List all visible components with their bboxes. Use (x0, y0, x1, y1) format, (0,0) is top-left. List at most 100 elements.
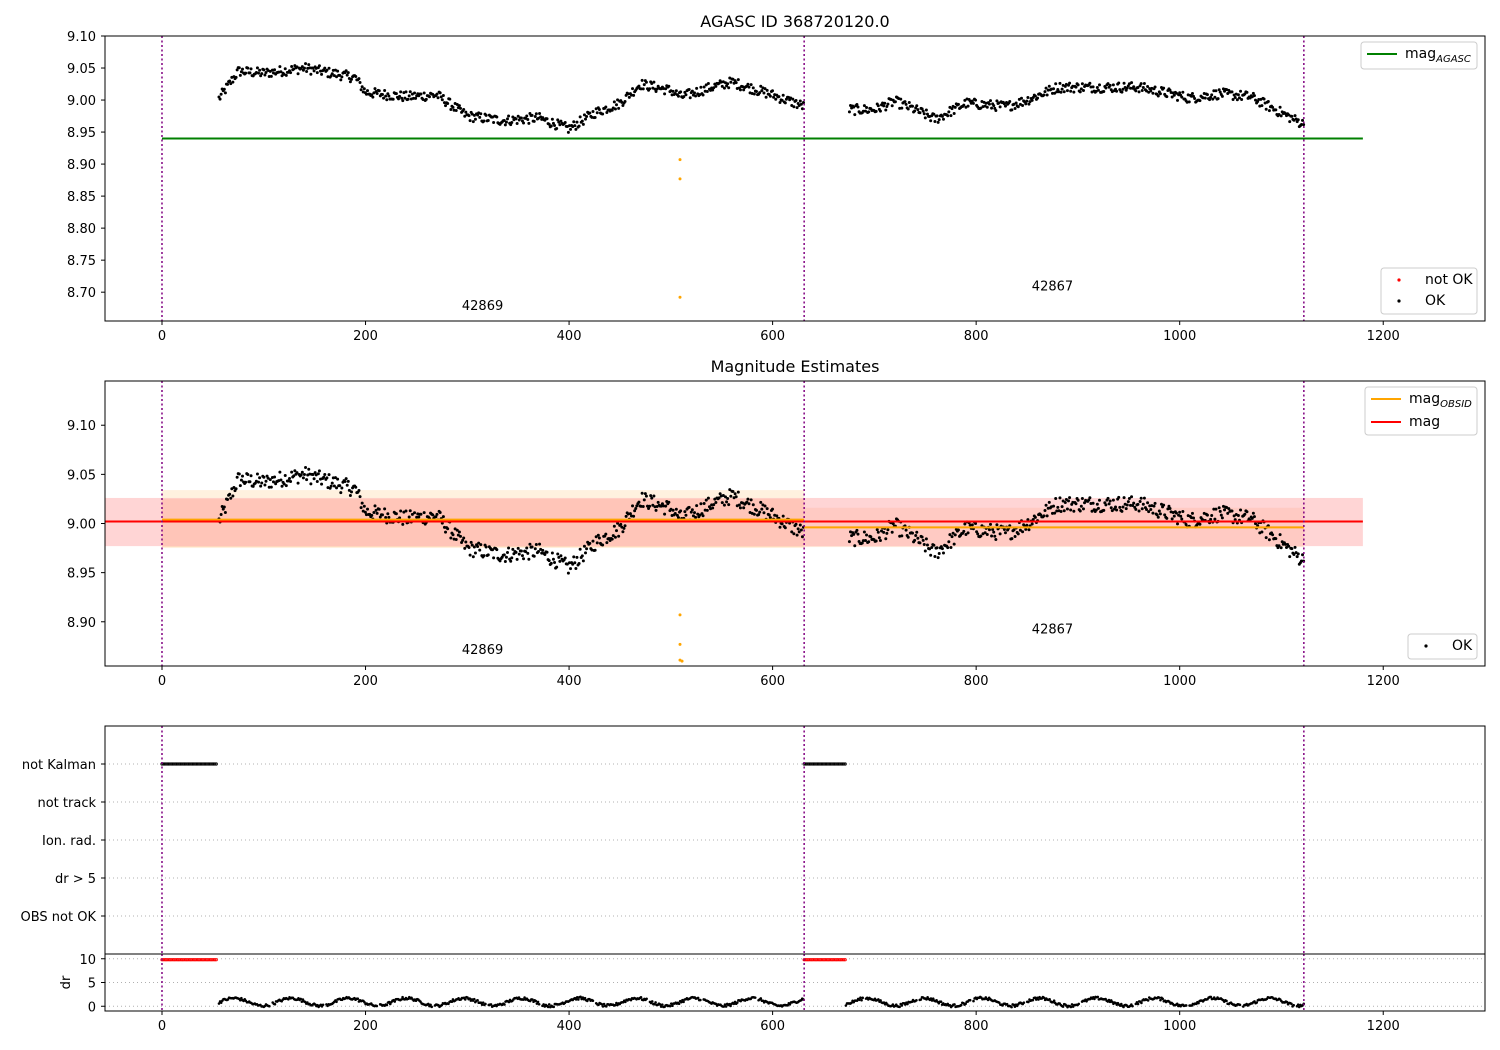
data-point (1190, 91, 1194, 95)
data-point (514, 117, 518, 121)
data-point (461, 538, 465, 542)
data-point (280, 484, 284, 488)
data-point (1239, 89, 1243, 93)
dr-point (523, 996, 526, 999)
data-point (795, 106, 799, 110)
data-point (991, 527, 995, 531)
data-point (251, 484, 255, 488)
data-point (1283, 542, 1287, 546)
dr-point (786, 1004, 789, 1007)
outlier-point (680, 659, 684, 663)
data-point (1026, 96, 1030, 100)
dr-point (468, 997, 472, 1000)
data-point (338, 484, 342, 488)
data-point (862, 530, 866, 534)
data-point (1052, 504, 1056, 508)
data-point (240, 67, 244, 71)
data-point (585, 547, 589, 551)
data-point (1012, 528, 1016, 532)
data-point (262, 68, 266, 72)
data-point (591, 539, 595, 543)
data-point (307, 63, 311, 67)
data-point (648, 87, 652, 91)
data-point (267, 485, 271, 489)
data-point (673, 511, 677, 515)
data-point (797, 530, 801, 534)
data-point (288, 477, 292, 481)
data-point (994, 108, 998, 112)
data-point (1226, 91, 1230, 95)
data-point (572, 120, 576, 124)
dr-point (753, 996, 757, 999)
data-point (910, 531, 914, 535)
data-point (527, 121, 531, 125)
data-point (639, 504, 643, 508)
dr-point (481, 1001, 485, 1004)
data-point (371, 95, 375, 99)
data-point (441, 515, 445, 519)
dr-point (931, 997, 935, 1000)
y-tick-label: 9.10 (67, 30, 96, 45)
data-point (1174, 91, 1178, 95)
data-point (492, 556, 496, 560)
data-point (1141, 86, 1145, 90)
data-point (906, 535, 910, 539)
data-point (899, 97, 903, 101)
data-point (248, 480, 252, 484)
data-point (1288, 555, 1292, 559)
data-point (507, 114, 511, 118)
data-point (1090, 509, 1094, 513)
data-point (346, 479, 350, 483)
data-point (1226, 511, 1230, 515)
data-point (975, 530, 979, 534)
dr-point (536, 1000, 540, 1004)
dr-point (613, 1003, 617, 1007)
data-point (634, 507, 638, 511)
data-point (723, 495, 727, 499)
data-point (641, 87, 645, 91)
dr-point (605, 1005, 608, 1008)
data-point (578, 115, 582, 119)
data-point (1293, 114, 1297, 118)
dr-point (925, 998, 928, 1001)
data-point (725, 500, 729, 504)
dr-point (1159, 998, 1162, 1002)
data-point (464, 540, 468, 544)
data-point (218, 97, 222, 101)
data-point (792, 532, 796, 536)
data-point (1134, 89, 1138, 93)
data-point (332, 484, 336, 488)
data-point (408, 90, 412, 94)
data-point (1027, 102, 1031, 106)
data-point (1118, 505, 1122, 509)
data-point (717, 496, 721, 500)
data-point (929, 553, 933, 557)
data-point (679, 509, 683, 513)
data-point (360, 85, 364, 89)
y-tick-label: 9.05 (67, 468, 96, 483)
data-point (259, 484, 263, 488)
data-point (1153, 85, 1157, 89)
data-point (336, 477, 340, 481)
data-point (358, 495, 362, 499)
data-point (566, 130, 570, 134)
data-point (1111, 83, 1115, 87)
data-point (1179, 514, 1183, 518)
data-point (362, 87, 366, 91)
data-point (267, 74, 271, 78)
data-point (435, 512, 439, 516)
data-point (1016, 532, 1020, 536)
data-point (953, 533, 957, 537)
data-point (781, 93, 785, 97)
data-point (503, 123, 507, 127)
data-point (293, 469, 297, 473)
data-point (800, 107, 804, 111)
data-point (1231, 98, 1235, 102)
data-point (728, 488, 732, 492)
data-point (263, 73, 267, 77)
outlier-point (678, 158, 682, 162)
data-point (1076, 83, 1080, 87)
data-point (315, 71, 319, 75)
data-point (370, 93, 374, 97)
outlier-point (678, 295, 682, 299)
